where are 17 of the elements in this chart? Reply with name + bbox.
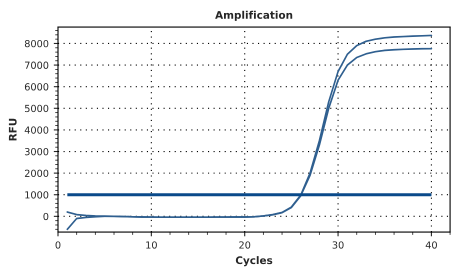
x-tick-label: 10 (146, 241, 157, 249)
x-tick-label: 40 (426, 241, 437, 249)
y-tick-label: 0 (43, 212, 48, 220)
x-tick-label: 20 (239, 241, 250, 249)
y-tick-label: 3000 (24, 148, 48, 156)
y-tick-label: 1000 (25, 191, 48, 199)
y-tick-label: 4000 (24, 126, 48, 134)
x-tick-label: 30 (332, 241, 344, 249)
y-tick-label: 6000 (24, 83, 48, 91)
y-axis-title: RFU (8, 118, 17, 140)
x-axis-title: Cycles (236, 256, 272, 266)
chart-title: Amplification (215, 10, 292, 21)
y-tick-label: 5000 (24, 104, 48, 112)
y-tick-label: 2000 (24, 170, 48, 177)
y-tick-label: 7000 (25, 62, 48, 69)
x-tick-label: 0 (56, 241, 60, 249)
y-tick-label: 8000 (24, 40, 48, 48)
